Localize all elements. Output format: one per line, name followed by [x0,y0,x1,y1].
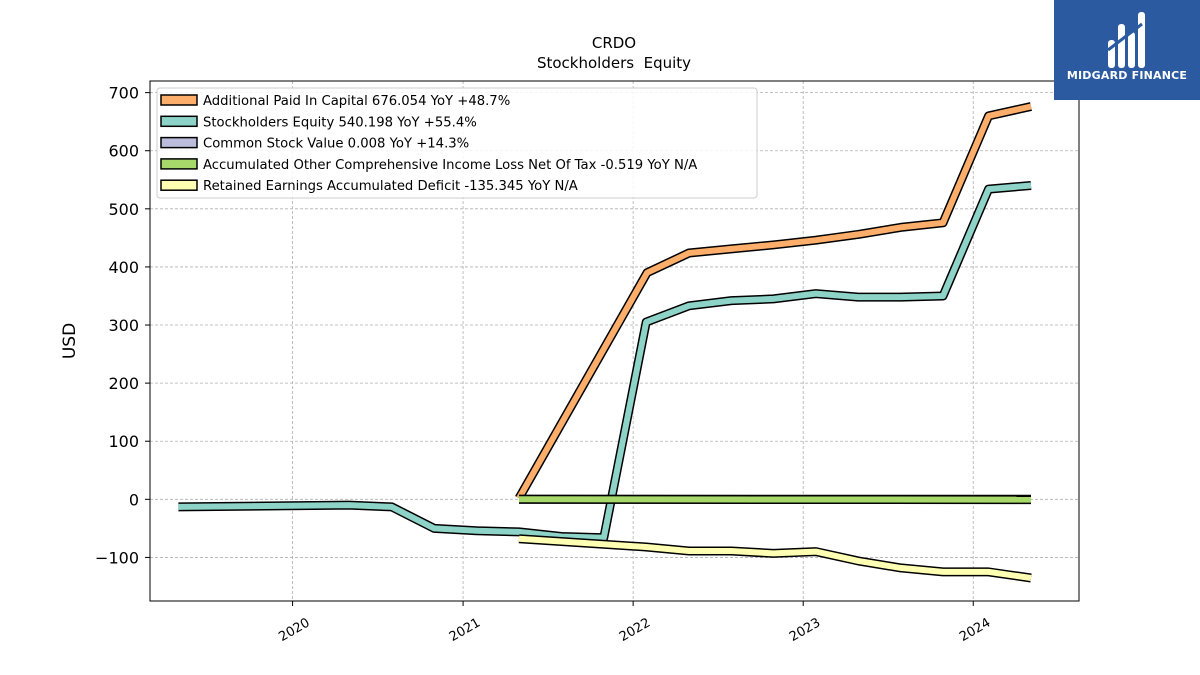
legend: Additional Paid In Capital 676.054 YoY +… [156,87,758,199]
y-tick-label: 400 [108,258,139,277]
series-outline-1 [178,181,1032,543]
y-axis-label: USD [60,323,80,359]
y-tick-label: 200 [108,374,139,393]
series-line-0 [516,103,1032,500]
x-tick-label: 2022 [617,615,653,645]
legend-swatch-2 [160,136,198,149]
y-tick-label: −100 [95,548,139,567]
legend-label-0: Additional Paid In Capital 676.054 YoY +… [203,94,510,109]
x-axis: 2020 2021 2022 2023 2024 [276,601,993,645]
y-tick-label: 600 [108,142,139,161]
legend-label-1: Stockholders Equity 540.198 YoY +55.4% [203,115,477,130]
legend-box [156,87,758,199]
series-line-1 [178,182,1032,541]
legend-swatch-4 [160,179,198,191]
midgard-logo-icon [1107,12,1145,68]
legend-swatch-0 [160,94,198,106]
brand-name: MIDGARD FINANCE [1066,69,1188,82]
series-layer [178,102,1032,583]
chart-subtitle: Stockholders Equity [537,54,691,72]
legend-label-4: Retained Earnings Accumulated Deficit -1… [203,179,578,194]
legend-swatch-1 [160,115,198,128]
legend-swatch-3 [160,158,198,170]
x-tick-label: 2023 [787,615,823,645]
x-tick-label: 2021 [447,615,483,645]
brand-logo: MIDGARD FINANCE [1054,0,1200,100]
legend-label-2: Common Stock Value 0.008 YoY +14.3% [203,137,469,152]
plot-frame [149,80,1080,602]
series-line-4 [518,535,1032,581]
y-tick-label: 0 [129,490,139,509]
x-tick-label: 2020 [276,615,312,645]
y-tick-label: 100 [108,432,139,451]
legend-label-3: Accumulated Other Comprehensive Income L… [203,158,697,173]
chart-title: CRDO [592,34,636,52]
x-tick-label: 2024 [957,615,993,645]
y-tick-label: 500 [108,200,139,219]
y-tick-label: 700 [108,84,139,103]
y-axis: −100 0 100 200 300 400 500 600 700 [95,84,150,567]
y-tick-label: 300 [108,316,139,335]
